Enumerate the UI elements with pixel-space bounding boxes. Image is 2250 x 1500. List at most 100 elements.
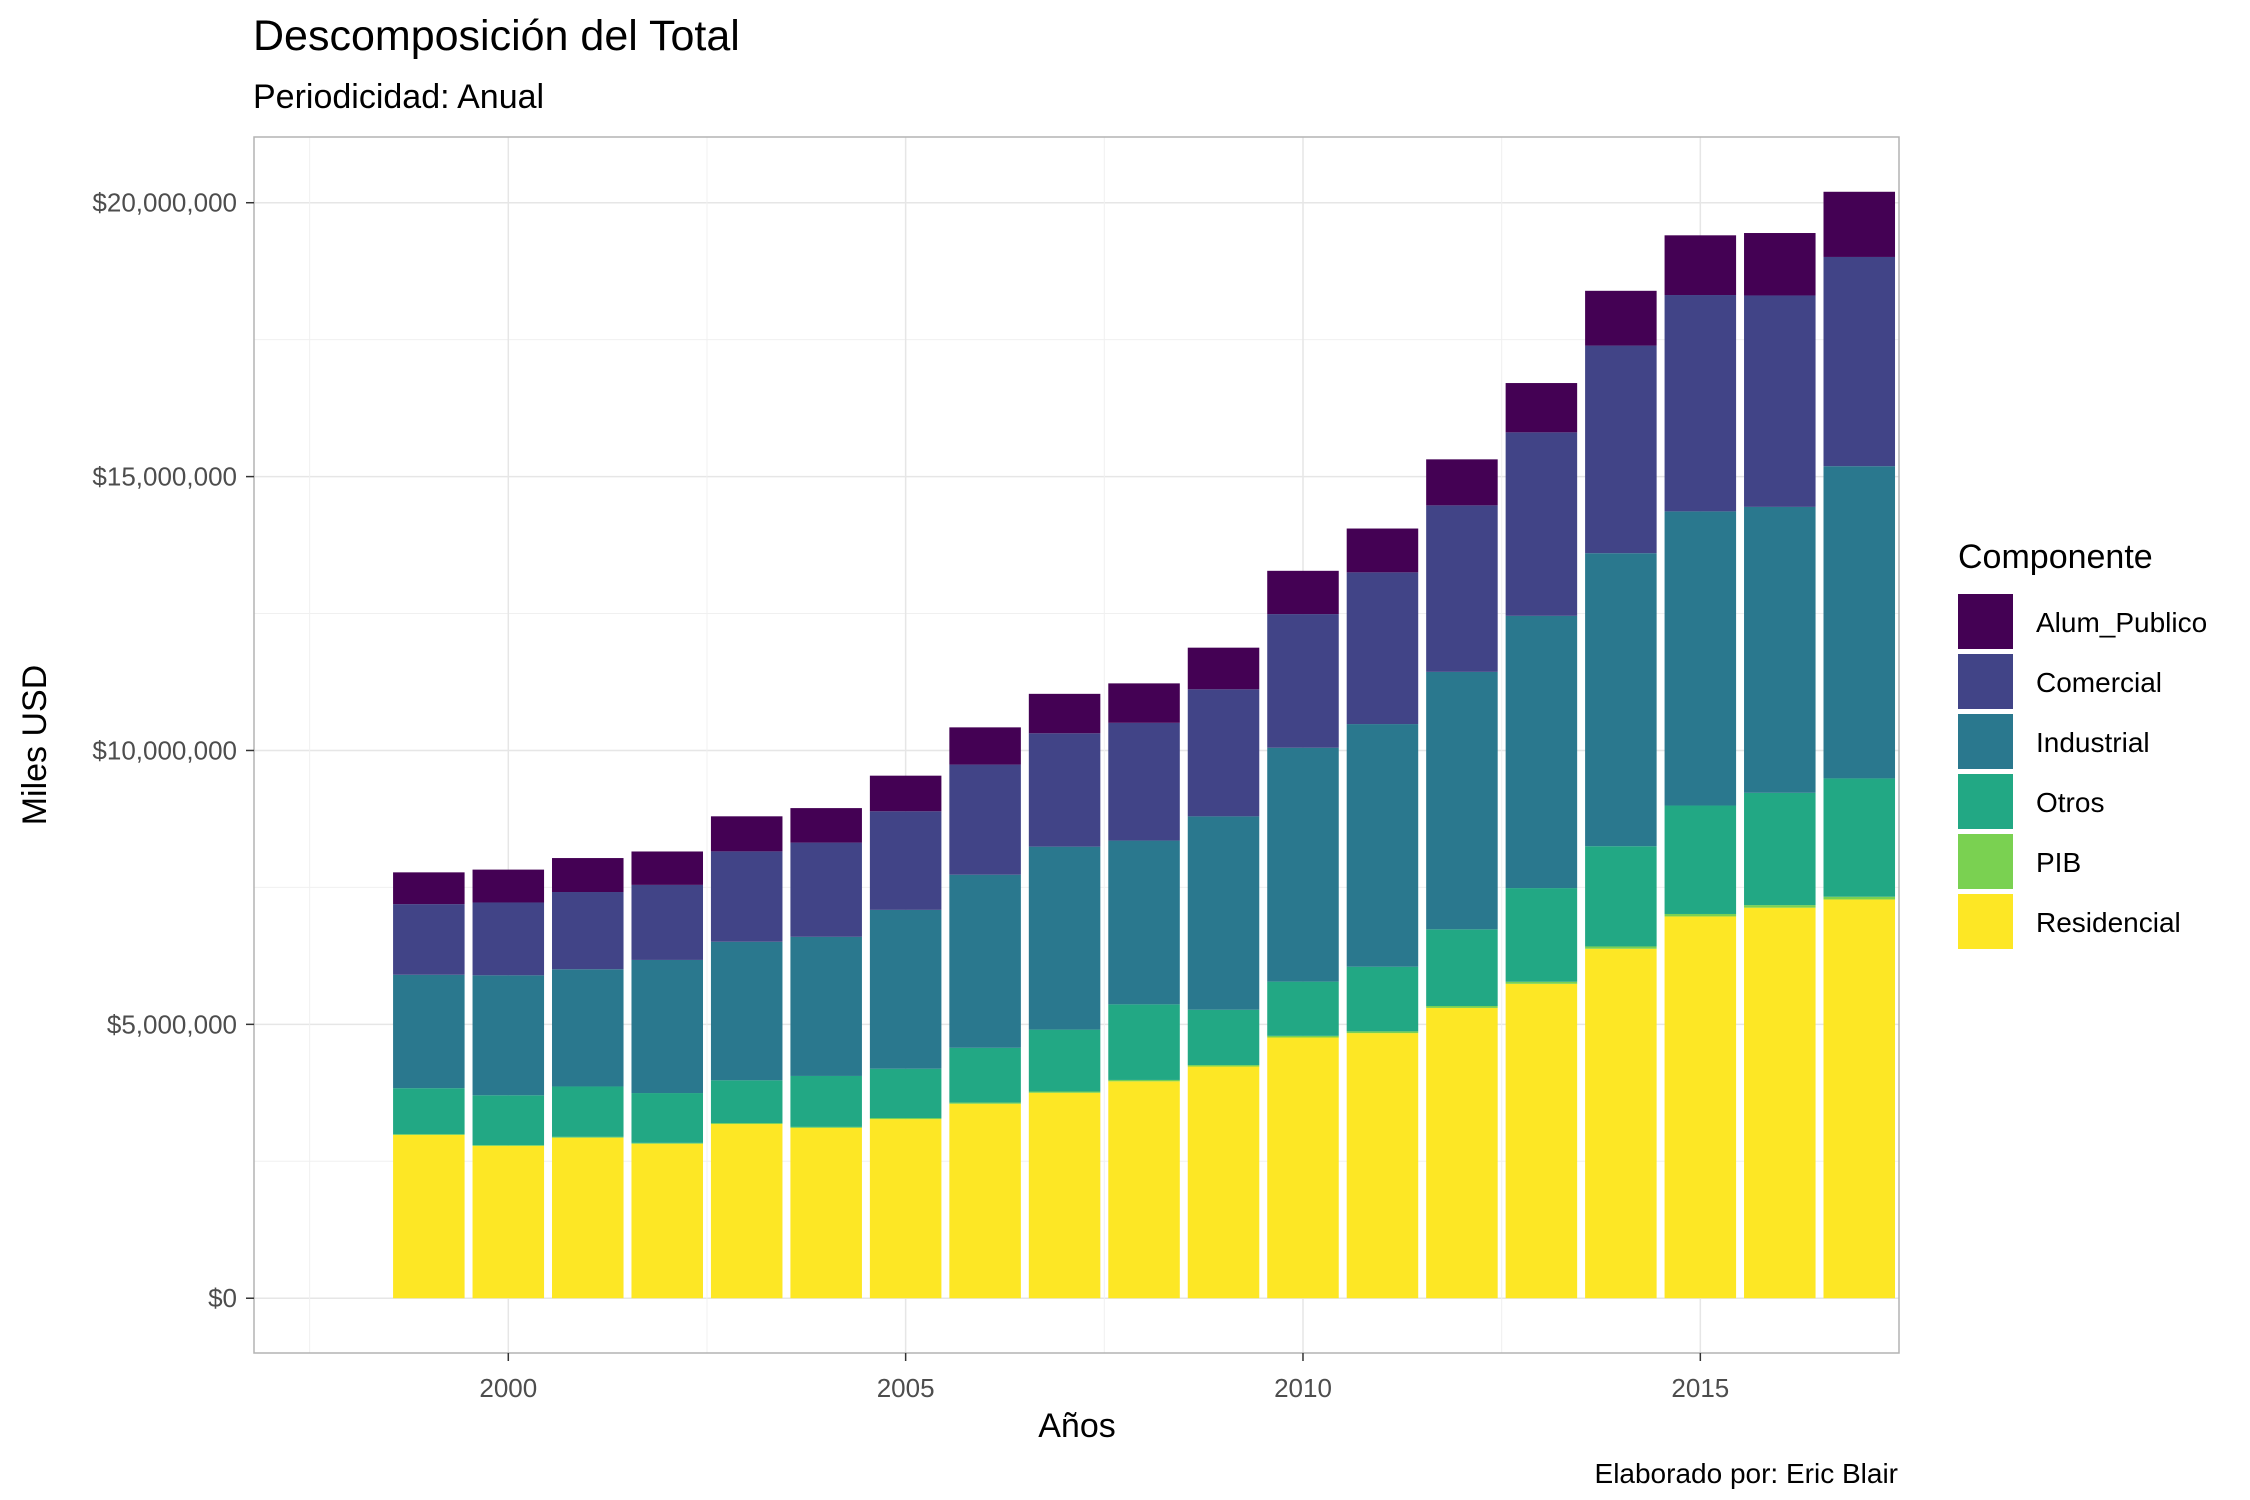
bar-otros-2003 xyxy=(710,1080,783,1124)
legend-key-otros xyxy=(1958,774,2013,829)
bar-otros-2001 xyxy=(552,1086,624,1137)
bar-pib-2006 xyxy=(949,1102,1021,1104)
bar-alum-publico-2003 xyxy=(710,816,783,852)
bar-pib-2000 xyxy=(472,1145,545,1146)
x-tick-label: 2000 xyxy=(479,1373,537,1403)
legend-key-comercial xyxy=(1958,654,2013,709)
y-axis: $0 $5,000,000 $10,000,000 $15,000,000 $20,00… xyxy=(92,188,254,1313)
bar-comercial-2008 xyxy=(1108,722,1180,841)
bar-industrial-2015 xyxy=(1664,511,1737,806)
bar-industrial-2006 xyxy=(949,874,1021,1048)
bar-residencial-2017 xyxy=(1823,899,1896,1299)
bar-pib-2005 xyxy=(869,1118,942,1120)
y-tick-label: $0 xyxy=(208,1283,237,1313)
bar-otros-2014 xyxy=(1585,846,1657,947)
bar-pib-2007 xyxy=(1028,1091,1101,1093)
bar-residencial-2002 xyxy=(631,1143,703,1299)
bar-alum-publico-2008 xyxy=(1108,683,1180,723)
bar-otros-2000 xyxy=(472,1095,545,1146)
bar-pib-2011 xyxy=(1346,1031,1419,1034)
bar-residencial-2015 xyxy=(1664,916,1737,1299)
bar-alum-publico-2013 xyxy=(1505,383,1578,433)
legend-label-comercial: Comercial xyxy=(2036,667,2162,698)
bar-pib-2004 xyxy=(790,1126,862,1128)
bar-residencial-2007 xyxy=(1028,1092,1101,1299)
bar-otros-2004 xyxy=(790,1075,862,1127)
bar-comercial-2001 xyxy=(552,892,624,970)
x-axis-title: Años xyxy=(1038,1407,1116,1445)
bar-industrial-2002 xyxy=(631,959,703,1094)
bar-residencial-2008 xyxy=(1108,1081,1180,1299)
y-tick-label: $15,000,000 xyxy=(92,462,237,492)
bar-pib-2010 xyxy=(1267,1035,1339,1038)
bar-industrial-2009 xyxy=(1187,816,1260,1010)
bar-industrial-2007 xyxy=(1028,846,1101,1030)
bar-otros-2006 xyxy=(949,1047,1021,1103)
bar-pib-2002 xyxy=(631,1142,703,1144)
y-tick-label: $10,000,000 xyxy=(92,735,237,765)
bar-residencial-1999 xyxy=(393,1134,465,1299)
bar-otros-2017 xyxy=(1823,778,1896,897)
bar-residencial-2009 xyxy=(1187,1066,1260,1299)
bar-industrial-2017 xyxy=(1823,466,1896,779)
bar-pib-2001 xyxy=(552,1136,624,1138)
bar-industrial-2003 xyxy=(710,941,783,1081)
bar-pib-2015 xyxy=(1664,913,1737,917)
chart-subtitle: Periodicidad: Anual xyxy=(253,78,545,116)
bar-industrial-2008 xyxy=(1108,840,1180,1005)
bar-comercial-1999 xyxy=(393,904,465,975)
bar-comercial-2017 xyxy=(1823,256,1896,467)
bar-residencial-2012 xyxy=(1426,1007,1498,1299)
bar-comercial-2006 xyxy=(949,764,1021,875)
bar-alum-publico-2010 xyxy=(1267,570,1339,615)
bars xyxy=(393,191,1896,1299)
bar-pib-1999 xyxy=(393,1134,465,1135)
bar-industrial-2004 xyxy=(790,936,862,1076)
chart-caption: Elaborado por: Eric Blair xyxy=(1594,1458,1898,1489)
bar-otros-2012 xyxy=(1426,929,1498,1007)
bar-pib-2003 xyxy=(710,1123,783,1125)
bar-alum-publico-2002 xyxy=(631,851,703,885)
bar-alum-publico-2016 xyxy=(1744,233,1816,296)
bar-industrial-2011 xyxy=(1346,724,1419,967)
bar-pib-2009 xyxy=(1187,1065,1260,1067)
bar-alum-publico-2006 xyxy=(949,727,1021,765)
bar-otros-2016 xyxy=(1744,792,1816,906)
bar-otros-2007 xyxy=(1028,1029,1101,1092)
x-tick-label: 2005 xyxy=(877,1373,935,1403)
bar-comercial-2012 xyxy=(1426,505,1498,672)
bar-industrial-2016 xyxy=(1744,506,1816,793)
bar-industrial-2000 xyxy=(472,975,545,1096)
bar-pib-2014 xyxy=(1585,946,1657,949)
bar-industrial-2010 xyxy=(1267,747,1339,982)
bar-industrial-2012 xyxy=(1426,671,1498,930)
bar-residencial-2013 xyxy=(1505,983,1578,1299)
bar-residencial-2000 xyxy=(472,1145,545,1299)
legend-label-alum-publico: Alum_Publico xyxy=(2036,607,2207,638)
legend-title: Componente xyxy=(1958,538,2153,576)
legend-label-industrial: Industrial xyxy=(2036,727,2150,758)
bar-comercial-2003 xyxy=(710,851,783,942)
bar-comercial-2009 xyxy=(1187,689,1260,817)
bar-residencial-2005 xyxy=(869,1119,942,1299)
bar-alum-publico-2017 xyxy=(1823,191,1896,257)
bar-comercial-2011 xyxy=(1346,572,1419,725)
legend-key-industrial xyxy=(1958,714,2013,769)
legend-label-pib: PIB xyxy=(2036,847,2081,878)
bar-comercial-2016 xyxy=(1744,295,1816,507)
bar-otros-2009 xyxy=(1187,1009,1260,1066)
bar-alum-publico-2011 xyxy=(1346,528,1419,573)
bar-otros-2002 xyxy=(631,1093,703,1143)
bar-alum-publico-2000 xyxy=(472,869,545,903)
bar-alum-publico-2009 xyxy=(1187,647,1260,690)
y-tick-label: $5,000,000 xyxy=(107,1009,237,1039)
bar-comercial-2013 xyxy=(1505,432,1578,616)
bar-pib-2017 xyxy=(1823,896,1896,900)
bar-residencial-2016 xyxy=(1744,907,1816,1299)
bar-industrial-1999 xyxy=(393,974,465,1089)
y-tick-label: $20,000,000 xyxy=(92,188,237,218)
bar-comercial-2005 xyxy=(869,811,942,910)
bar-otros-2013 xyxy=(1505,888,1578,982)
x-axis: 2000 2005 2010 2015 xyxy=(479,1353,1729,1403)
